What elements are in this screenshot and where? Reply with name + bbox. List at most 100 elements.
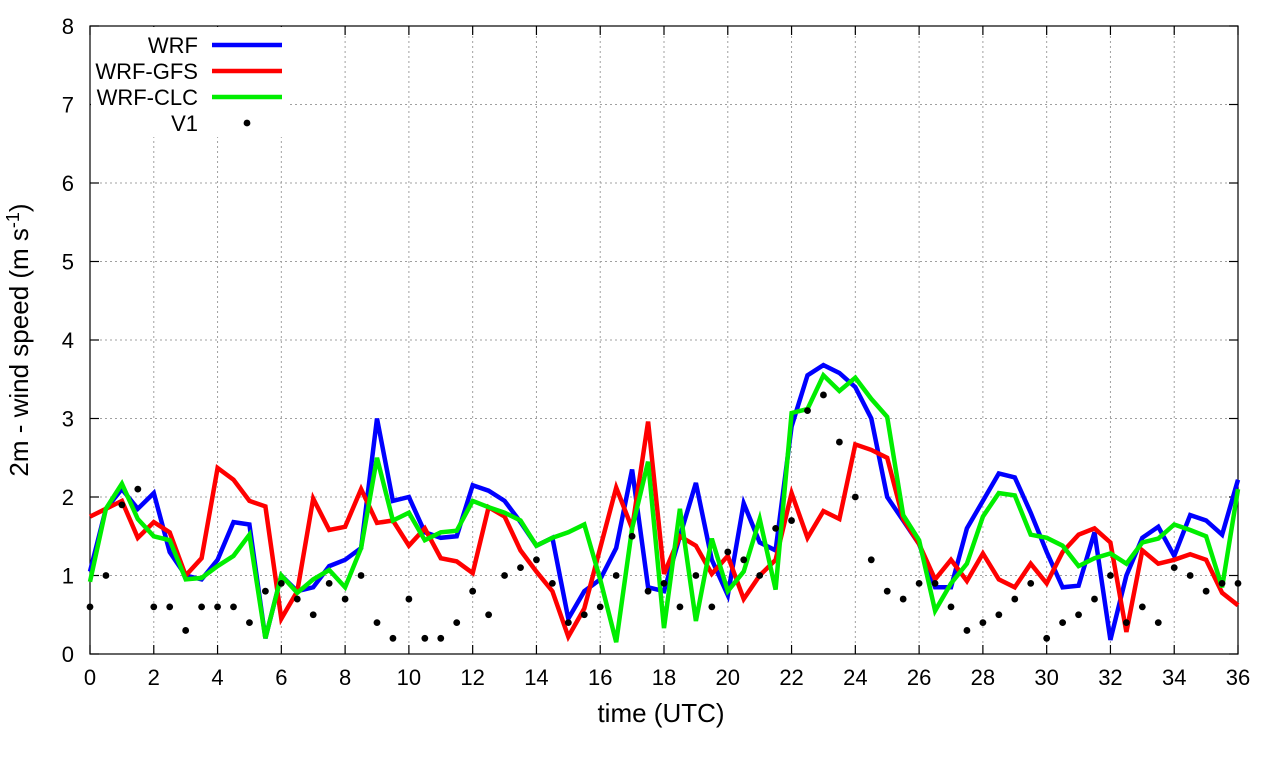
series-line-wrf-clc [87, 371, 1241, 643]
series-layer [86, 362, 1242, 643]
data-point-v1 [389, 634, 397, 642]
data-point-v1 [740, 556, 748, 564]
x-tick-label: 32 [1098, 665, 1122, 690]
data-point-v1 [612, 572, 620, 579]
data-point-v1 [995, 611, 1003, 619]
data-point-v1 [979, 619, 987, 626]
y-tick-label: 7 [62, 93, 74, 118]
y-tick-label: 2 [62, 485, 74, 510]
y-axis-title-end: ) [4, 203, 34, 212]
data-point-v1 [1234, 579, 1242, 587]
data-point-v1 [708, 603, 716, 611]
data-point-v1 [899, 595, 907, 603]
legend-label-wrf-clc: WRF-CLC [97, 85, 199, 110]
data-point-v1 [820, 391, 827, 399]
data-point-v1 [1218, 579, 1226, 587]
data-point-v1 [1186, 572, 1194, 579]
data-point-v1 [517, 564, 524, 572]
data-point-v1 [198, 603, 206, 611]
data-point-v1 [1043, 634, 1051, 642]
x-tick-label: 22 [779, 665, 803, 690]
x-tick-label: 26 [907, 665, 931, 690]
data-point-v1 [373, 619, 381, 626]
data-point-v1 [1154, 619, 1162, 626]
series-wrf-gfs [89, 421, 1240, 643]
data-point-v1 [564, 619, 572, 626]
data-point-v1 [102, 572, 110, 579]
legend-label-wrf-gfs: WRF-GFS [95, 59, 198, 84]
data-point-v1 [469, 587, 477, 595]
data-point-v1 [724, 548, 732, 556]
data-point-v1 [453, 619, 461, 626]
y-axis-title-main: 2m - wind speed (m s [4, 228, 34, 477]
data-point-v1 [230, 603, 237, 611]
data-point-v1 [804, 407, 811, 415]
data-point-v1 [1075, 611, 1082, 619]
legend-label-wrf: WRF [148, 33, 198, 58]
y-axis-title: 2m - wind speed (m s-1) [3, 203, 34, 476]
data-point-v1 [1107, 572, 1114, 579]
data-point-v1 [692, 572, 700, 579]
axis-ticks: 0 2 4 6 8 10 12 14 16 18 20 22 24 26 28 30 32 34 360123456… [62, 14, 1250, 690]
data-point-v1 [756, 572, 764, 579]
data-point-v1 [1202, 587, 1210, 595]
y-axis-title-superscript: -1 [3, 212, 23, 228]
data-point-v1 [596, 603, 604, 611]
data-point-v1 [772, 525, 780, 532]
data-point-v1 [628, 532, 636, 540]
legend-swatch-v1 [243, 119, 251, 127]
data-point-v1 [277, 579, 285, 587]
x-tick-label: 16 [588, 665, 612, 690]
data-point-v1 [1122, 619, 1130, 626]
data-point-v1 [182, 627, 190, 634]
data-point-v1 [485, 611, 493, 619]
data-point-v1 [644, 587, 652, 595]
x-tick-label: 2 [148, 665, 160, 690]
data-point-v1 [357, 572, 365, 579]
data-point-v1 [867, 556, 875, 564]
data-point-v1 [1011, 595, 1019, 603]
data-point-v1 [134, 485, 142, 493]
data-point-v1 [150, 603, 158, 611]
x-tick-label: 28 [971, 665, 995, 690]
data-point-v1 [437, 634, 445, 642]
y-tick-label: 6 [62, 171, 74, 196]
data-point-v1 [118, 501, 126, 509]
x-tick-label: 0 [84, 665, 96, 690]
data-point-v1 [676, 603, 684, 611]
series-line-wrf-gfs [89, 421, 1240, 643]
data-point-v1 [947, 603, 955, 611]
x-tick-label: 34 [1162, 665, 1186, 690]
data-point-v1 [1027, 579, 1035, 587]
x-tick-label: 18 [652, 665, 676, 690]
data-point-v1 [931, 579, 939, 587]
data-point-v1 [86, 603, 94, 611]
data-point-v1 [246, 619, 253, 626]
data-point-v1 [293, 595, 301, 603]
y-tick-label: 3 [62, 407, 74, 432]
data-point-v1 [548, 579, 556, 587]
data-point-v1 [580, 611, 588, 619]
data-point-v1 [214, 603, 221, 611]
data-point-v1 [341, 595, 349, 603]
x-tick-label: 20 [716, 665, 740, 690]
y-tick-label: 4 [62, 328, 74, 353]
data-point-v1 [1170, 564, 1178, 572]
data-point-v1 [1059, 619, 1067, 626]
x-tick-label: 4 [211, 665, 223, 690]
data-point-v1 [261, 587, 269, 595]
x-tick-label: 10 [397, 665, 421, 690]
x-axis-title: time (UTC) [597, 698, 724, 728]
data-point-v1 [533, 556, 540, 564]
data-point-v1 [835, 438, 843, 446]
legend-label-v1: V1 [171, 111, 198, 136]
data-point-v1 [963, 627, 971, 634]
y-tick-label: 8 [62, 14, 74, 39]
data-point-v1 [788, 517, 795, 524]
data-point-v1 [883, 587, 891, 595]
x-tick-label: 12 [460, 665, 484, 690]
data-point-v1 [166, 603, 174, 611]
y-tick-label: 0 [62, 642, 74, 667]
x-tick-label: 14 [524, 665, 548, 690]
